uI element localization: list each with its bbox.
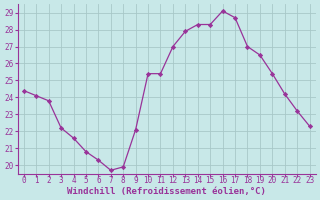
- X-axis label: Windchill (Refroidissement éolien,°C): Windchill (Refroidissement éolien,°C): [67, 187, 266, 196]
